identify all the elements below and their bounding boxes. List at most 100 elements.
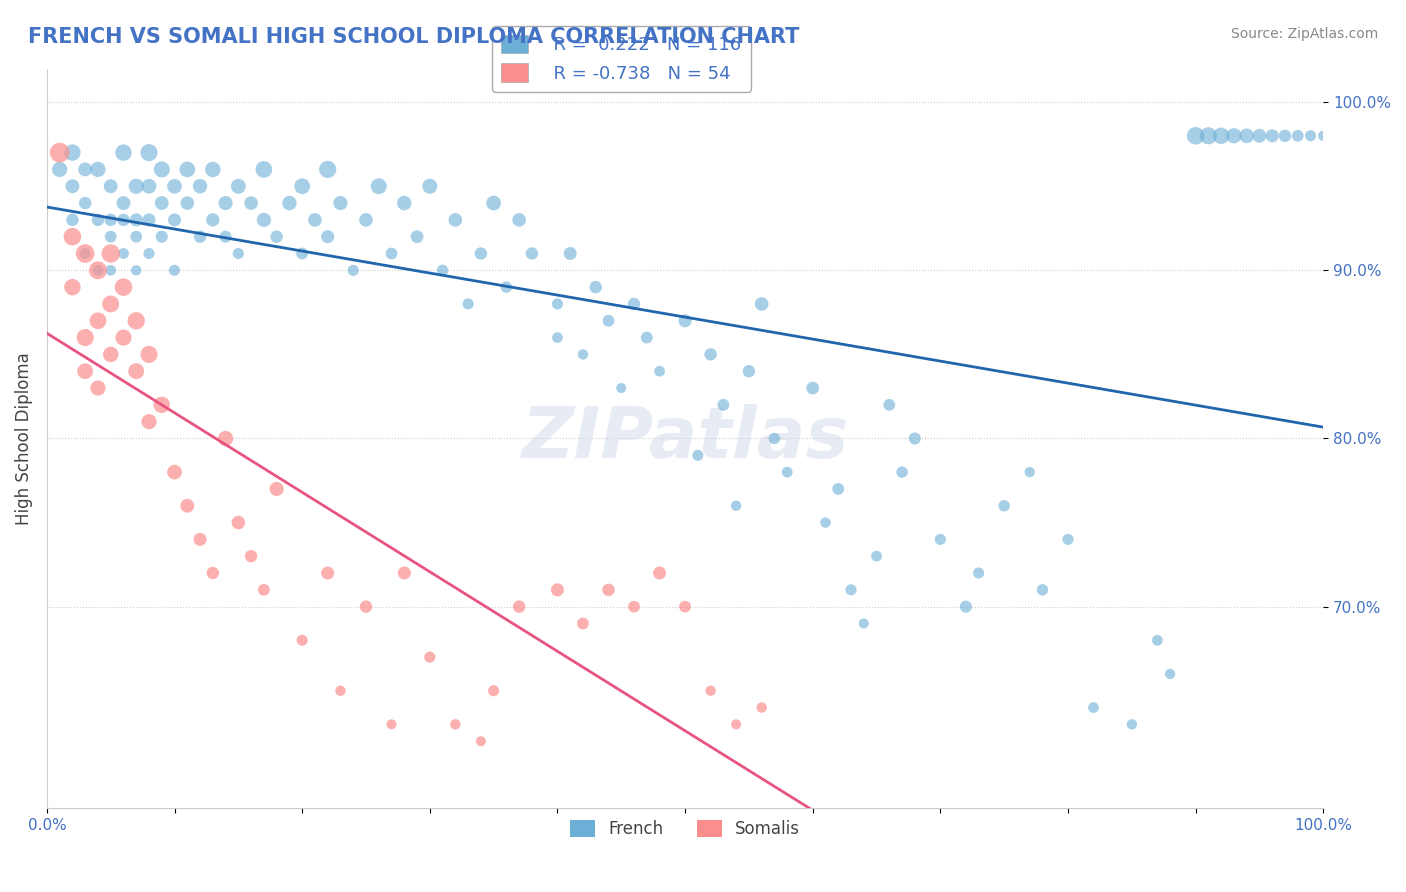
Point xyxy=(1274,128,1296,143)
Point xyxy=(1159,667,1181,681)
Point xyxy=(419,650,441,665)
Point xyxy=(572,347,595,361)
Point xyxy=(266,229,288,244)
Point xyxy=(150,162,173,177)
Point xyxy=(444,717,467,731)
Text: FRENCH VS SOMALI HIGH SCHOOL DIPLOMA CORRELATION CHART: FRENCH VS SOMALI HIGH SCHOOL DIPLOMA COR… xyxy=(28,27,800,46)
Point xyxy=(100,229,122,244)
Point xyxy=(1312,128,1334,143)
Point xyxy=(48,162,70,177)
Point xyxy=(100,246,122,260)
Point xyxy=(673,314,696,328)
Point xyxy=(776,465,799,479)
Point xyxy=(125,212,148,227)
Point xyxy=(75,246,97,260)
Y-axis label: High School Diploma: High School Diploma xyxy=(15,352,32,524)
Point xyxy=(1121,717,1143,731)
Point xyxy=(240,196,263,211)
Point xyxy=(188,229,211,244)
Point xyxy=(929,533,952,547)
Point xyxy=(62,179,84,194)
Point xyxy=(520,246,543,260)
Point xyxy=(623,297,645,311)
Point xyxy=(508,212,530,227)
Point xyxy=(354,599,377,614)
Point xyxy=(598,582,620,597)
Point xyxy=(1146,633,1168,648)
Point xyxy=(967,566,990,580)
Point xyxy=(291,246,314,260)
Point xyxy=(814,516,837,530)
Point xyxy=(176,162,198,177)
Point xyxy=(763,432,786,446)
Text: ZIPatlas: ZIPatlas xyxy=(522,404,849,473)
Point xyxy=(138,415,160,429)
Point xyxy=(648,566,671,580)
Point xyxy=(100,297,122,311)
Point xyxy=(163,179,186,194)
Point xyxy=(100,179,122,194)
Point xyxy=(253,162,276,177)
Point xyxy=(100,212,122,227)
Point xyxy=(214,229,236,244)
Point xyxy=(1018,465,1040,479)
Point xyxy=(610,381,633,395)
Point xyxy=(495,280,517,294)
Point xyxy=(1223,128,1246,143)
Point xyxy=(955,599,977,614)
Point xyxy=(801,381,824,395)
Point xyxy=(240,549,263,564)
Point xyxy=(138,145,160,160)
Point xyxy=(163,212,186,227)
Point xyxy=(75,162,97,177)
Point xyxy=(112,145,135,160)
Point xyxy=(394,566,416,580)
Point xyxy=(125,179,148,194)
Point xyxy=(508,599,530,614)
Point xyxy=(62,229,84,244)
Point xyxy=(201,566,224,580)
Point xyxy=(329,196,352,211)
Point xyxy=(100,347,122,361)
Point xyxy=(711,398,734,412)
Point xyxy=(827,482,849,496)
Point xyxy=(686,448,709,462)
Point xyxy=(839,582,862,597)
Point xyxy=(228,179,250,194)
Point xyxy=(738,364,761,378)
Point xyxy=(188,179,211,194)
Point xyxy=(546,297,568,311)
Point xyxy=(150,398,173,412)
Point xyxy=(751,700,773,714)
Point xyxy=(572,616,595,631)
Point xyxy=(394,196,416,211)
Point xyxy=(87,314,110,328)
Point xyxy=(112,246,135,260)
Point xyxy=(316,566,339,580)
Point xyxy=(138,179,160,194)
Point xyxy=(316,229,339,244)
Point xyxy=(1249,128,1271,143)
Point xyxy=(253,582,276,597)
Text: Source: ZipAtlas.com: Source: ZipAtlas.com xyxy=(1230,27,1378,41)
Point xyxy=(725,499,748,513)
Point xyxy=(751,297,773,311)
Point xyxy=(406,229,429,244)
Point xyxy=(125,229,148,244)
Point xyxy=(482,196,505,211)
Point xyxy=(125,263,148,277)
Point xyxy=(354,212,377,227)
Point xyxy=(380,717,402,731)
Legend: French, Somalis: French, Somalis xyxy=(564,813,807,845)
Point xyxy=(1211,128,1233,143)
Point xyxy=(380,246,402,260)
Point xyxy=(75,246,97,260)
Point xyxy=(1083,700,1105,714)
Point xyxy=(316,162,339,177)
Point xyxy=(163,263,186,277)
Point xyxy=(138,246,160,260)
Point xyxy=(1299,128,1322,143)
Point xyxy=(138,212,160,227)
Point xyxy=(75,364,97,378)
Point xyxy=(419,179,441,194)
